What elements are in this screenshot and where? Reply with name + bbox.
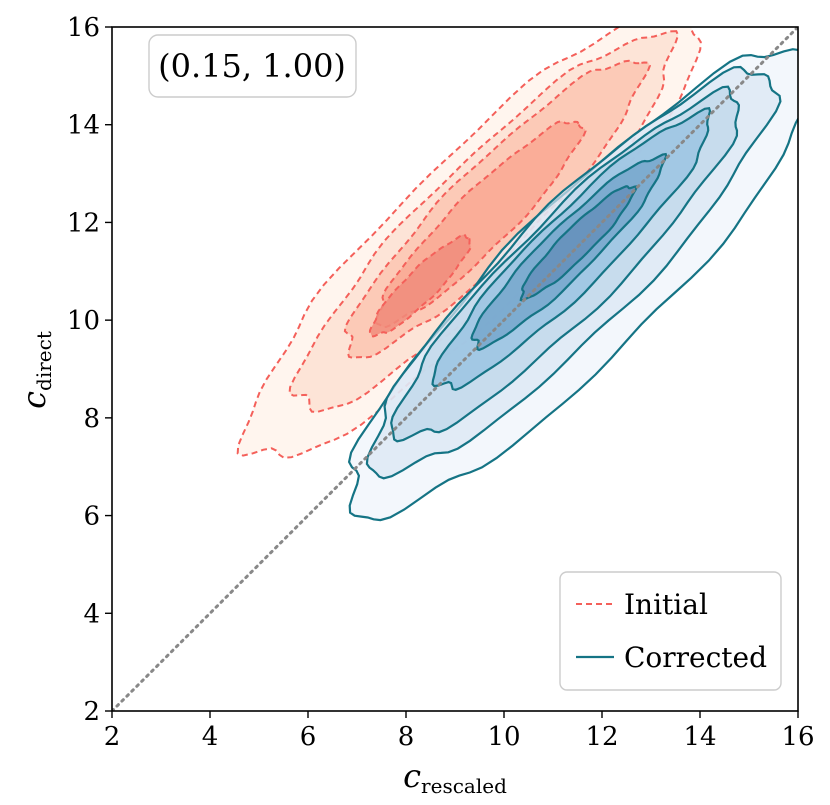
legend-frame: [559, 571, 782, 691]
contour-area: [236, 27, 798, 522]
plot-frame: [111, 26, 799, 712]
y-tick-label: 10: [67, 306, 100, 336]
y-axis-label: cdirect: [15, 331, 56, 409]
y-tick-label: 6: [83, 502, 100, 532]
x-tick-label: 2: [104, 722, 121, 752]
annotation-frame: [148, 34, 357, 98]
identity-reference-line: [112, 27, 798, 711]
y-tick-label: 8: [83, 404, 100, 434]
annotation-box: (0.15, 1.00): [148, 34, 357, 98]
series-initial: [236, 27, 702, 459]
x-tick-label: 6: [300, 722, 317, 752]
y-axis: 2 4 6 8 10 12 14 16: [67, 13, 112, 727]
series-corrected: [347, 48, 798, 522]
x-tick-label: 12: [585, 722, 618, 752]
legend-label-initial: Initial: [624, 588, 708, 621]
x-tick-label: 10: [487, 722, 520, 752]
x-tick-label: 8: [398, 722, 415, 752]
x-axis: 2 4 6 8 10 12 14 16: [104, 711, 815, 752]
x-tick-label: 14: [683, 722, 716, 752]
initial-contour-level-5: [368, 233, 472, 338]
y-tick-label: 14: [67, 111, 100, 141]
x-axis-label: crescaled: [403, 757, 507, 798]
annotation-text: (0.15, 1.00): [158, 47, 346, 85]
x-tick-label: 4: [202, 722, 219, 752]
x-tick-label: 16: [781, 722, 814, 752]
y-tick-label: 2: [83, 697, 100, 727]
y-tick-label: 12: [67, 208, 100, 238]
y-tick-label: 4: [83, 599, 100, 629]
y-tick-label: 16: [67, 13, 100, 43]
legend-label-corrected: Corrected: [624, 641, 767, 674]
legend: Initial Corrected: [559, 571, 782, 691]
